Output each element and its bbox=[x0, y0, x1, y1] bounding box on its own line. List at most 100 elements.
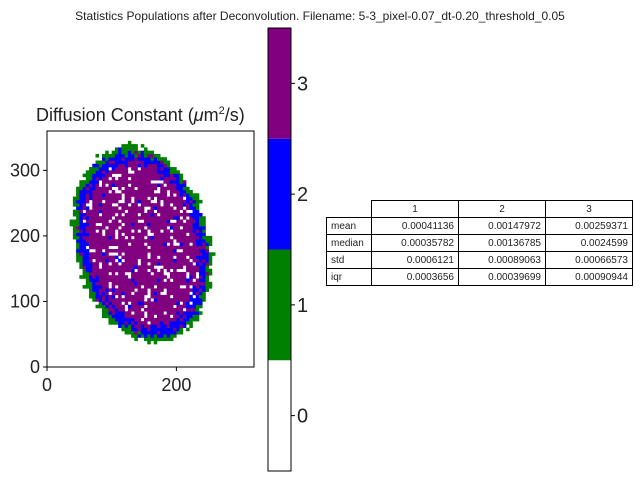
heatmap-cell bbox=[199, 294, 203, 299]
heatmap-cell bbox=[108, 294, 112, 299]
heatmap-cell bbox=[199, 268, 203, 273]
heatmap-cell bbox=[111, 235, 116, 240]
heatmap-cell bbox=[85, 212, 90, 217]
heatmap-cell bbox=[101, 294, 106, 299]
heatmap-cell bbox=[76, 193, 80, 197]
heatmap-cell bbox=[131, 183, 135, 188]
heatmap-cell bbox=[105, 212, 109, 217]
heatmap-cell bbox=[127, 209, 132, 214]
heatmap-cell bbox=[144, 232, 148, 237]
heatmap-cell bbox=[169, 262, 174, 266]
heatmap-cell bbox=[182, 314, 187, 319]
heatmap-cell bbox=[101, 268, 106, 273]
heatmap-cell bbox=[137, 271, 142, 276]
heatmap-cell bbox=[202, 229, 206, 233]
heatmap-cell bbox=[137, 288, 142, 292]
heatmap-cell bbox=[199, 301, 203, 306]
heatmap-cell bbox=[166, 327, 171, 332]
heatmap-cell bbox=[179, 183, 184, 188]
heatmap-cell bbox=[176, 183, 180, 188]
heatmap-cell bbox=[156, 252, 161, 256]
heatmap-cell bbox=[114, 268, 119, 273]
heatmap-cell bbox=[186, 242, 190, 247]
heatmap-cell bbox=[79, 265, 83, 269]
heatmap-cell bbox=[118, 281, 122, 286]
heatmap-cell bbox=[186, 262, 190, 266]
heatmap-cell bbox=[156, 216, 161, 220]
heatmap-cell bbox=[189, 317, 193, 322]
heatmap-cell bbox=[131, 294, 135, 299]
heatmap-cell bbox=[127, 278, 132, 283]
heatmap-cell bbox=[137, 157, 142, 161]
heatmap-cell bbox=[111, 170, 116, 174]
heatmap-cell bbox=[179, 255, 184, 260]
heatmap-cell bbox=[127, 252, 132, 256]
heatmap-cell bbox=[202, 278, 206, 283]
heatmap-cell bbox=[186, 193, 190, 197]
heatmap-cell bbox=[150, 163, 155, 168]
heatmap-cell bbox=[205, 285, 210, 289]
heatmap-cell bbox=[76, 245, 80, 250]
heatmap-cell bbox=[108, 232, 112, 237]
heatmap-cell bbox=[124, 226, 129, 230]
heatmap-cell bbox=[121, 170, 125, 174]
heatmap-cell bbox=[111, 258, 116, 263]
heatmap-cell bbox=[153, 173, 158, 178]
heatmap-cell bbox=[176, 281, 180, 286]
heatmap-cell bbox=[186, 222, 190, 227]
heatmap-cell bbox=[114, 308, 119, 312]
heatmap-cell bbox=[105, 229, 109, 233]
heatmap-cell bbox=[76, 219, 80, 224]
heatmap-cell bbox=[131, 268, 135, 273]
heatmap-cell bbox=[189, 298, 193, 302]
heatmap-cell bbox=[134, 160, 138, 165]
heatmap-cell bbox=[111, 232, 116, 237]
heatmap-cell bbox=[127, 265, 132, 269]
heatmap-cell bbox=[144, 147, 148, 151]
heatmap-cell bbox=[147, 160, 151, 165]
heatmap-cell bbox=[140, 186, 145, 191]
heatmap-cell bbox=[124, 176, 129, 181]
heatmap-cell bbox=[173, 288, 177, 292]
heatmap-cell bbox=[82, 196, 87, 201]
heatmap-cell bbox=[205, 255, 210, 260]
heatmap-cell bbox=[85, 255, 90, 260]
heatmap-cell bbox=[163, 242, 167, 247]
heatmap-cell bbox=[95, 291, 100, 296]
heatmap-cell bbox=[131, 314, 135, 319]
heatmap-cell bbox=[144, 301, 148, 306]
heatmap-cell bbox=[169, 222, 174, 227]
heatmap-cell bbox=[118, 304, 122, 309]
heatmap-cell bbox=[202, 258, 206, 263]
heatmap-cell bbox=[169, 258, 174, 263]
heatmap-cell bbox=[134, 242, 138, 247]
heatmap-cell bbox=[150, 176, 155, 181]
heatmap-cell bbox=[131, 324, 135, 328]
heatmap-cell bbox=[95, 206, 100, 210]
y-tick-label: 300 bbox=[10, 160, 40, 180]
heatmap-cell bbox=[192, 255, 197, 260]
heatmap-cell bbox=[156, 239, 161, 243]
heatmap-cell bbox=[150, 321, 155, 325]
heatmap-cell bbox=[118, 314, 122, 319]
heatmap-cell bbox=[134, 219, 138, 224]
heatmap-cell bbox=[124, 239, 129, 243]
heatmap-cell bbox=[140, 222, 145, 227]
heatmap-cell bbox=[202, 291, 206, 296]
heatmap-cell bbox=[79, 209, 83, 214]
heatmap-cell bbox=[114, 314, 119, 319]
heatmap-cell bbox=[208, 268, 213, 273]
heatmap-cell bbox=[189, 190, 193, 194]
heatmap-cell bbox=[160, 262, 164, 266]
heatmap-cell bbox=[160, 222, 164, 227]
heatmap-cell bbox=[202, 298, 206, 302]
table-cell: 0.00041136 bbox=[371, 217, 459, 235]
heatmap-cell bbox=[98, 206, 103, 210]
heatmap-cell bbox=[95, 258, 100, 263]
heatmap-cell bbox=[134, 176, 138, 181]
heatmap-cell bbox=[121, 317, 125, 322]
heatmap-cell bbox=[186, 304, 190, 309]
heatmap-cell bbox=[156, 176, 161, 181]
heatmap-cell bbox=[72, 196, 77, 201]
heatmap-cell bbox=[160, 327, 164, 332]
